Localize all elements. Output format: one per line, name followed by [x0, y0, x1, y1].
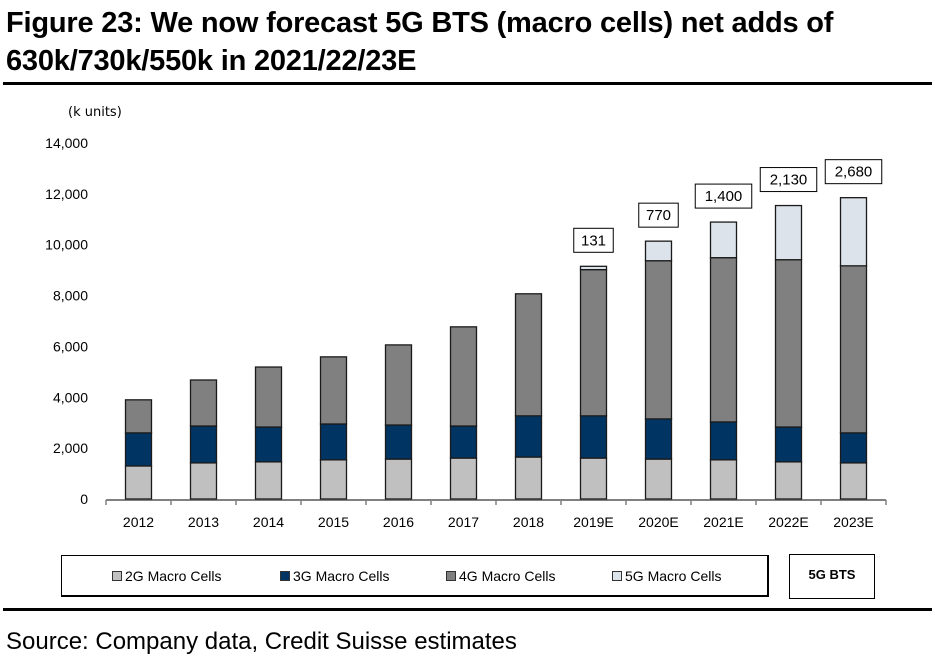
stacked-bar-chart: (k units) 0 2,000 4,000 6,000 8,000 10,000 12,0…: [45, 105, 887, 530]
bar-segment-2g: [189, 462, 218, 500]
bar-segment-2g: [839, 462, 868, 500]
bar-segment-3g: [774, 426, 803, 463]
bar-segment-4g: [644, 260, 673, 420]
legend-item-2g: 2G Macro Cells: [112, 568, 221, 584]
y-tick-label: 4,000: [53, 389, 88, 405]
x-tick-label: 2023E: [833, 514, 873, 530]
y-tick-label: 0: [80, 491, 88, 507]
bar-segment-3g: [709, 421, 738, 461]
y-tick-label: 10,000: [45, 237, 88, 253]
bar-segment-4g: [384, 344, 413, 426]
bar-segment-4g: [774, 259, 803, 428]
x-tick-label: 2015: [318, 514, 349, 530]
bar-segment-2g: [384, 458, 413, 500]
x-tick-label: 2022E: [768, 514, 808, 530]
bar-segment-4g: [839, 265, 868, 434]
bar-segment-3g: [449, 425, 478, 459]
bar-segment-4g: [579, 268, 608, 417]
bar-segment-4g: [124, 399, 153, 434]
5g-bts-legend-box: 5G BTS: [789, 554, 875, 599]
y-tick-label: 2,000: [53, 440, 88, 456]
title-divider: [3, 82, 932, 85]
annotation-label: 131: [581, 232, 606, 249]
x-tick-label: 2012: [123, 514, 154, 530]
bar-segment-2g: [709, 459, 738, 500]
x-tick-label: 2020E: [638, 514, 678, 530]
bar-segment-3g: [254, 426, 283, 463]
bar-segment-5g: [774, 204, 803, 261]
bar-segment-4g: [449, 326, 478, 427]
y-tick-label: 6,000: [53, 338, 88, 354]
y-axis-unit-label: (k units): [68, 105, 122, 120]
bar-segment-5g: [579, 265, 608, 271]
annotation-label: 2,130: [770, 172, 808, 189]
annotation-box: [824, 159, 883, 185]
y-tick-label: 8,000: [53, 288, 88, 304]
x-tick-label: 2021E: [703, 514, 743, 530]
source-divider: [3, 608, 932, 611]
bar-segment-4g: [254, 366, 283, 428]
y-tick-label: 12,000: [45, 186, 88, 202]
bar-segment-2g: [644, 458, 673, 500]
legend-item-3g: 3G Macro Cells: [280, 568, 389, 584]
bar-segment-2g: [254, 461, 283, 500]
bar-segment-4g: [514, 293, 543, 417]
bar-segment-3g: [839, 432, 868, 464]
bar-segment-4g: [189, 379, 218, 427]
bar-segment-5g: [709, 221, 738, 259]
x-tick-label: 2016: [383, 514, 414, 530]
annotation-box: [759, 167, 818, 193]
bar-segment-3g: [514, 415, 543, 458]
legend-swatch-5g: [612, 571, 622, 581]
legend-swatch-2g: [112, 571, 122, 581]
legend-label-3g: 3G Macro Cells: [293, 568, 390, 584]
legend-swatch-4g: [446, 571, 456, 581]
bar-segment-3g: [384, 424, 413, 460]
bar-segment-2g: [124, 465, 153, 500]
x-tick-label: 2019E: [573, 514, 613, 530]
legend-label-4g: 4G Macro Cells: [459, 568, 556, 584]
bar-segment-3g: [124, 432, 153, 467]
annotation-label: 1,400: [705, 188, 743, 205]
annotation-box: [638, 202, 679, 228]
bar-segment-4g: [709, 257, 738, 423]
figure-title: Figure 23: We now forecast 5G BTS (macro…: [6, 7, 834, 77]
legend-label-2g: 2G Macro Cells: [125, 568, 222, 584]
chart-legend: 2G Macro Cells 3G Macro Cells 4G Macro C…: [61, 555, 769, 597]
bar-segment-3g: [644, 418, 673, 460]
bar-segment-5g: [839, 197, 868, 267]
bar-segment-3g: [579, 415, 608, 459]
bar-segment-3g: [189, 425, 218, 464]
annotation-box: [573, 227, 614, 253]
legend-swatch-3g: [280, 571, 290, 581]
bar-segment-2g: [774, 461, 803, 500]
x-tick-label: 2013: [188, 514, 219, 530]
bar-segment-2g: [319, 459, 348, 500]
y-tick-label: 14,000: [45, 135, 88, 151]
annotation-label: 2,680: [835, 164, 873, 181]
bar-segment-2g: [579, 457, 608, 500]
x-tick-label: 2018: [513, 514, 544, 530]
bar-segment-2g: [514, 456, 543, 500]
bar-segment-3g: [319, 423, 348, 461]
legend-item-5g: 5G Macro Cells: [612, 568, 721, 584]
annotation-label: 770: [646, 207, 671, 224]
x-tick-label: 2014: [253, 514, 284, 530]
bar-segment-4g: [319, 356, 348, 425]
legend-label-5g: 5G Macro Cells: [625, 568, 722, 584]
annotation-box: [694, 183, 753, 209]
legend-item-4g: 4G Macro Cells: [446, 568, 555, 584]
x-tick-label: 2017: [448, 514, 479, 530]
bar-segment-5g: [644, 240, 673, 262]
source-note: Source: Company data, Credit Suisse esti…: [6, 628, 517, 655]
bar-segment-2g: [449, 457, 478, 500]
